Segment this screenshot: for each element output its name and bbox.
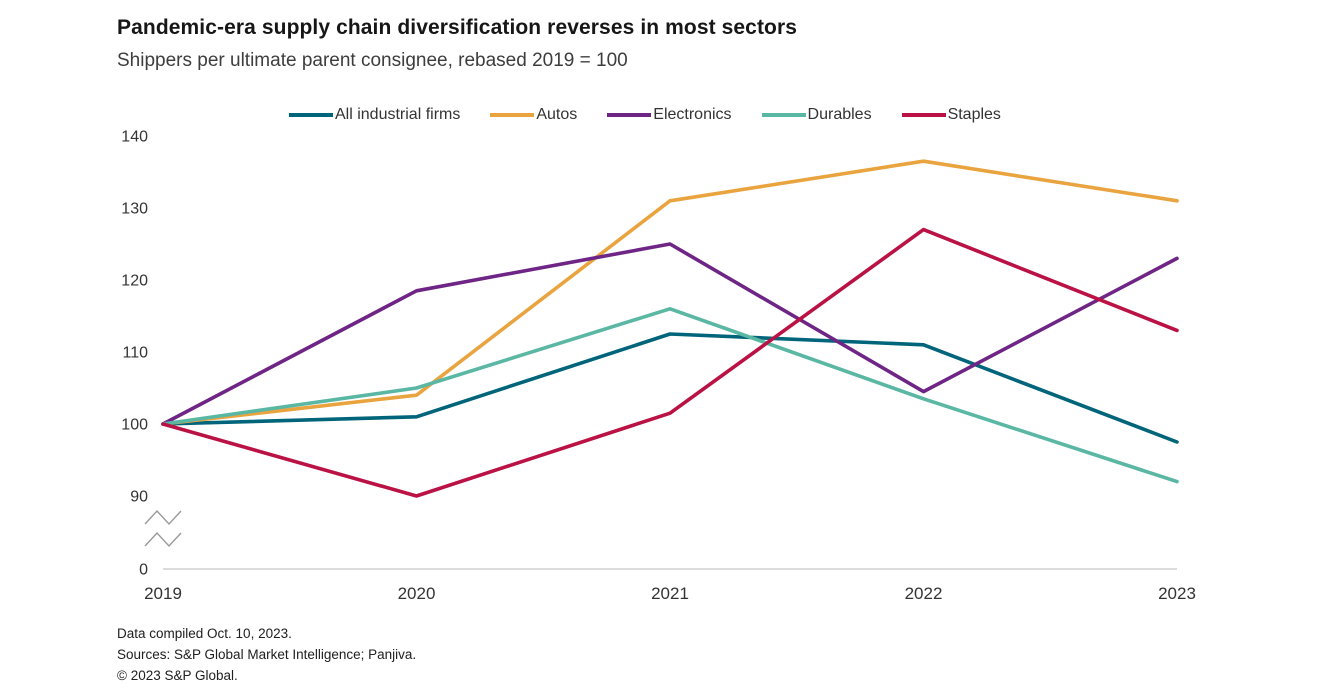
y-tick-label: 130 — [121, 201, 148, 218]
legend-item-durables: Durables — [761, 106, 872, 124]
legend-label: Staples — [947, 106, 1001, 123]
x-tick-label: 2023 — [1158, 584, 1196, 603]
x-tick-label: 2019 — [144, 584, 182, 603]
legend-item-staples: Staples — [901, 106, 1001, 124]
y-tick-label: 120 — [121, 273, 148, 290]
series-line-durables — [161, 306, 1179, 484]
footer-copyright: © 2023 S&P Global. — [117, 668, 238, 683]
legend: All industrial firms Autos Electronics Dura… — [289, 104, 1001, 126]
chart-title: Pandemic-era supply chain diversificatio… — [117, 16, 798, 39]
legend-label: All industrial firms — [335, 106, 461, 123]
footer-sources: Sources: S&P Global Market Intelligence;… — [117, 647, 417, 662]
footer-compiled-date: Data compiled Oct. 10, 2023. — [117, 626, 292, 641]
axis-break-icon — [144, 531, 182, 548]
legend-item-autos: Autos — [490, 106, 577, 124]
legend-swatch-staples — [901, 113, 946, 117]
legend-swatch-autos — [490, 113, 535, 117]
y-tick-label: 110 — [122, 345, 148, 362]
series-line-staples — [161, 227, 1179, 498]
y-tick-label: 140 — [121, 129, 148, 146]
y-tick-label: 100 — [121, 417, 148, 434]
legend-swatch-all-industrial-firms — [289, 113, 333, 117]
series-line-all-industrial-firms — [161, 332, 1179, 444]
legend-item-all-industrial-firms: All industrial firms — [289, 106, 460, 124]
axis-break-icon — [144, 509, 182, 526]
y-tick-label: 90 — [130, 489, 148, 506]
x-tick-label: 2022 — [905, 584, 943, 603]
legend-swatch-electronics — [607, 113, 652, 117]
legend-label: Autos — [536, 106, 578, 123]
chart-footer: Data compiled Oct. 10, 2023. Sources: S&… — [117, 623, 416, 686]
legend-swatch-durables — [761, 113, 806, 117]
legend-item-electronics: Electronics — [607, 106, 732, 124]
series-line-autos — [161, 159, 1179, 426]
x-tick-label: 2021 — [651, 584, 689, 603]
chart-subtitle: Shippers per ultimate parent consignee, … — [117, 50, 628, 71]
legend-label: Electronics — [653, 106, 732, 123]
series-line-electronics — [161, 242, 1179, 426]
y-tick-zero-label: 0 — [139, 562, 148, 579]
x-tick-label: 2020 — [398, 584, 436, 603]
legend-label: Durables — [807, 106, 872, 123]
